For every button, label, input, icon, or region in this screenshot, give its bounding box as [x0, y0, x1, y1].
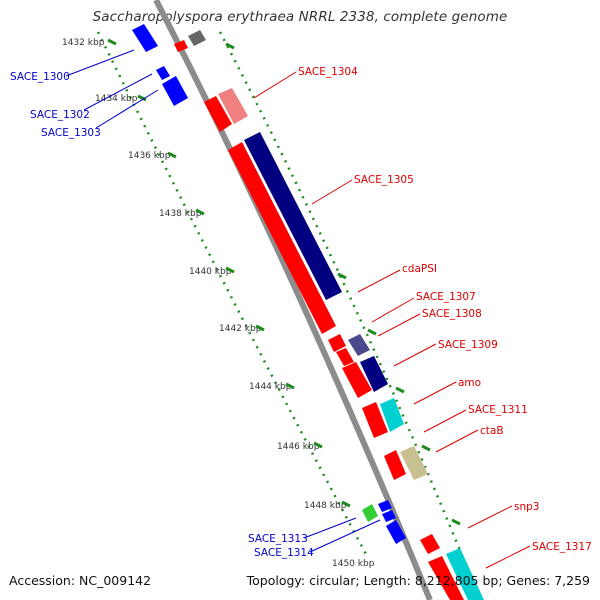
tick-mark: [137, 94, 147, 102]
gene-label[interactable]: SACE_1307: [416, 291, 476, 303]
leader-sace-1313: [303, 517, 357, 539]
tick-mark: [451, 518, 461, 526]
kbp-tick-label: 1436 kbp: [128, 151, 171, 161]
kbp-tick-label: 1448 kbp: [304, 501, 347, 511]
leader-sace-1303: [95, 89, 159, 129]
tick-mark: [225, 42, 235, 50]
kbp-tick-marks: [107, 38, 461, 526]
tick-mark: [225, 266, 235, 274]
gene-arrow-red-lower[interactable]: [384, 450, 406, 480]
tick-mark: [285, 382, 295, 390]
tick-mark: [195, 208, 205, 216]
gene-label[interactable]: SACE_1305: [354, 174, 414, 186]
genome-title: Saccharopolyspora erythraea NRRL 2338, c…: [92, 9, 508, 25]
leader-ctab: [435, 429, 479, 453]
leader-amo: [413, 381, 457, 405]
tick-mark: [395, 386, 405, 394]
kbp-tick-label: 1440 kbp: [189, 267, 232, 277]
gene-label[interactable]: cdaPSI: [402, 263, 437, 275]
label-leader-lines: [65, 49, 531, 569]
tick-mark: [255, 324, 265, 332]
gene-arrow-sace-1305-red[interactable]: [228, 142, 336, 334]
gene-label[interactable]: SACE_1314: [254, 547, 314, 559]
gene-arrow-sace-1303[interactable]: [162, 76, 188, 106]
kbp-tick-label: 1442 kbp: [219, 324, 262, 334]
gene-arrow-ctab[interactable]: [400, 446, 428, 480]
accession-text: Accession: NC_009142: [9, 573, 152, 588]
leader-sace-1304: [253, 71, 297, 99]
leader-sace-1314: [309, 519, 381, 553]
gene-arrow-snp3[interactable]: [420, 534, 440, 554]
gene-arrow-gray[interactable]: [188, 30, 206, 46]
kbp-tick-label: 1444 kbp: [249, 382, 292, 392]
tick-mark: [107, 38, 117, 46]
gene-arrow-cdapsi[interactable]: [328, 334, 346, 352]
gene-label[interactable]: SACE_1311: [468, 404, 528, 416]
leader-sace-1309: [393, 343, 437, 367]
gene-label[interactable]: ctaB: [480, 425, 504, 437]
kbp-tick-label: 1434 kbp: [95, 94, 138, 104]
gene-arrow-red-mid[interactable]: [342, 362, 372, 398]
gene-arrow-sace-1313[interactable]: [362, 504, 378, 522]
leader-sace-1302: [83, 73, 153, 111]
gene-arrow-sace-1302[interactable]: [156, 66, 170, 80]
gene-label[interactable]: SACE_1309: [438, 339, 498, 351]
gene-arrow-sace-1304-light[interactable]: [218, 88, 248, 124]
tick-mark: [421, 444, 431, 452]
leader-snp3: [467, 505, 513, 529]
tick-mark: [337, 272, 347, 280]
leader-sace-1307: [371, 297, 415, 323]
gene-arrow-sace-1305-dark[interactable]: [244, 132, 342, 300]
kbp-tick-label: 1438 kbp: [159, 209, 202, 219]
gene-arrow-small-red[interactable]: [174, 40, 188, 52]
gene-arrow-sace-1317-cyan[interactable]: [446, 548, 484, 600]
leader-sace-1311: [423, 409, 467, 433]
leader-sace-1317: [485, 545, 531, 569]
leader-sace-1305: [311, 179, 353, 205]
genome-backbone: [153, 0, 433, 600]
gene-label[interactable]: SACE_1313: [248, 533, 308, 545]
leader-sace-1300: [65, 49, 135, 77]
gene-label[interactable]: amo: [458, 377, 481, 389]
tick-mark: [167, 151, 177, 159]
gene-arrow-sace-1311[interactable]: [362, 402, 388, 438]
genome-summary-text: Topology: circular; Length: 8,212,805 bp…: [246, 573, 590, 588]
gene-arrow-sace-1304[interactable]: [204, 96, 232, 132]
kbp-tick-label: 1446 kbp: [277, 442, 320, 452]
gene-arrow-amo[interactable]: [380, 398, 404, 432]
gene-arrow-sace-1308[interactable]: [336, 348, 354, 366]
kbp-tick-label: 1432 kbp: [62, 38, 105, 48]
gene-arrow-blue-c[interactable]: [386, 520, 406, 544]
leader-cdapsi: [357, 269, 401, 293]
gene-arrow-sace-1317-red[interactable]: [428, 556, 464, 600]
tick-mark: [313, 441, 323, 449]
gene-labels: SACE_1300 SACE_1302 SACE_1303 SACE_1313 …: [10, 66, 592, 559]
gene-arrow-sace-1309[interactable]: [360, 356, 388, 392]
gene-label[interactable]: SACE_1300: [10, 71, 70, 83]
gene-label[interactable]: SACE_1302: [30, 109, 90, 121]
gene-arrow-sace-1314[interactable]: [382, 510, 396, 522]
gene-label[interactable]: SACE_1303: [41, 127, 101, 139]
gene-arrow-sace-1300[interactable]: [132, 24, 158, 52]
gene-label[interactable]: SACE_1317: [532, 541, 592, 553]
gene-arrow-blue-a[interactable]: [378, 500, 392, 512]
kbp-ticks: 1432 kbp 1434 kbp 1436 kbp 1438 kbp 1440…: [62, 38, 375, 569]
kbp-tick-label: 1450 kbp: [332, 559, 375, 569]
gene-arrow-sace-1307[interactable]: [348, 334, 370, 356]
gene-label[interactable]: snp3: [514, 501, 539, 513]
tick-mark: [341, 500, 351, 508]
gene-features: [132, 24, 484, 600]
gene-label[interactable]: SACE_1308: [422, 308, 482, 320]
inner-tick-track: [96, 31, 370, 559]
gene-label[interactable]: SACE_1304: [298, 66, 358, 78]
leader-sace-1308: [377, 313, 421, 337]
tick-mark: [367, 328, 377, 336]
